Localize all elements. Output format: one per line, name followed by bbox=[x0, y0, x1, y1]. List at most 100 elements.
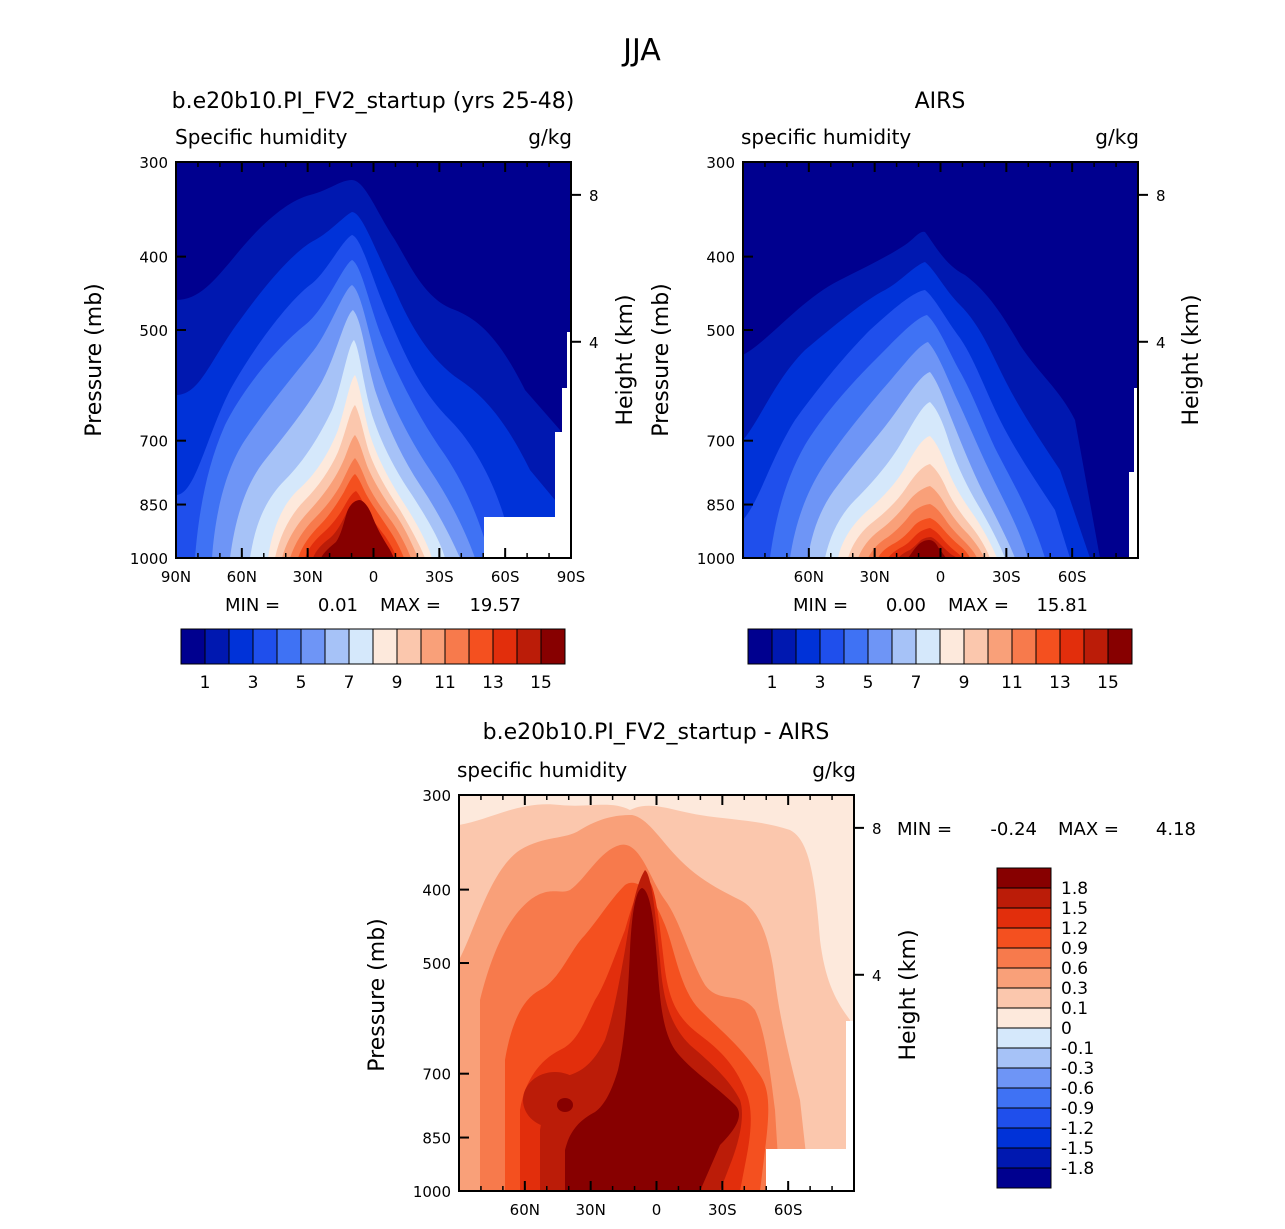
colorbar-label: 9 bbox=[392, 673, 403, 693]
colorbar-label: 15 bbox=[1097, 673, 1119, 693]
panel-diff-axes: 60N 30N 0 30S 60S 300 400 500 700 850 1000 8 4 bbox=[413, 787, 882, 1219]
panel-airs-title: AIRS bbox=[915, 89, 966, 114]
colorbar-label: -0.6 bbox=[1061, 1079, 1094, 1099]
colorbar-box bbox=[795, 628, 821, 665]
y-tick-label: 300 bbox=[422, 787, 451, 805]
panel-diff-ylabel: Pressure (mb) bbox=[365, 918, 390, 1072]
colorbar-box bbox=[996, 1107, 1052, 1129]
colorbar-label: -1.5 bbox=[1061, 1139, 1094, 1159]
colorbar-box bbox=[1107, 628, 1133, 665]
figure-title: JJA bbox=[621, 33, 661, 68]
colorbar-box bbox=[996, 967, 1052, 989]
colorbar-label: 0.3 bbox=[1061, 979, 1088, 999]
panel-airs-ylabel: Pressure (mb) bbox=[649, 283, 674, 437]
colorbar-box bbox=[300, 628, 326, 665]
panel-airs-max-value: 15.81 bbox=[1036, 595, 1088, 616]
colorbar-box bbox=[1059, 628, 1085, 665]
panel-diff-blob-left bbox=[523, 1072, 587, 1128]
colorbar-box bbox=[1035, 628, 1061, 665]
colorbar-box bbox=[996, 1007, 1052, 1029]
colorbar-label: 0.6 bbox=[1061, 959, 1088, 979]
panel-diff-subtitle-left: specific humidity bbox=[457, 758, 627, 782]
colorbar-label: 11 bbox=[434, 673, 456, 693]
x-tick-label: 0 bbox=[652, 1201, 662, 1219]
colorbar-box bbox=[1011, 628, 1037, 665]
panel-airs: AIRS specific humidity g/kg 60N 30N 0 30S 60… bbox=[649, 89, 1204, 693]
colorbar-label: 7 bbox=[344, 673, 355, 693]
x-tick-label: 0 bbox=[936, 568, 946, 586]
y-tick-label: 500 bbox=[706, 322, 735, 340]
colorbar-box bbox=[996, 887, 1052, 909]
panel-model-ylabel: Pressure (mb) bbox=[82, 283, 107, 437]
y-tick-label: 500 bbox=[139, 322, 168, 340]
colorbar-box bbox=[996, 1147, 1052, 1169]
panel-model-axes: 90N 60N 30N 0 30S 60S 90S 300 400 500 700 850 1000 8 4 bbox=[130, 154, 599, 586]
colorbar-label: 13 bbox=[1049, 673, 1071, 693]
colorbar-box bbox=[996, 1127, 1052, 1149]
colorbar-box bbox=[939, 628, 965, 665]
y-right-tick-label: 8 bbox=[1156, 187, 1166, 205]
colorbar-box bbox=[372, 628, 398, 665]
panel-diff-plot bbox=[458, 794, 855, 1192]
colorbar-box bbox=[747, 628, 773, 665]
colorbar-box bbox=[987, 628, 1013, 665]
colorbar-box bbox=[540, 628, 566, 665]
colorbar-box bbox=[492, 628, 518, 665]
colorbar-label: 1 bbox=[200, 673, 211, 693]
y-tick-label: 300 bbox=[706, 154, 735, 172]
y-tick-label: 400 bbox=[139, 249, 168, 267]
colorbar-label: -1.2 bbox=[1061, 1119, 1094, 1139]
colorbar-box bbox=[996, 1067, 1052, 1089]
panel-airs-min-value: 0.00 bbox=[886, 595, 926, 616]
colorbar-label: 7 bbox=[911, 673, 922, 693]
y-tick-label: 400 bbox=[706, 249, 735, 267]
panel-diff-missing-2 bbox=[846, 1021, 854, 1149]
panel-airs-axes: 60N 30N 0 30S 60S 300 400 500 700 850 1000 8 4 bbox=[697, 154, 1166, 586]
colorbar-box bbox=[867, 628, 893, 665]
y-right-tick-label: 4 bbox=[1156, 334, 1166, 352]
y-right-tick-label: 8 bbox=[872, 820, 882, 838]
x-tick-label: 60S bbox=[1058, 568, 1087, 586]
x-tick-label: 30S bbox=[992, 568, 1021, 586]
panel-diff-max-value: 4.18 bbox=[1156, 819, 1196, 840]
colorbar-box bbox=[915, 628, 941, 665]
panel-model-min-label: MIN = bbox=[225, 595, 280, 616]
panel-model-colorbar: 1 3 5 7 9 11 13 15 bbox=[180, 628, 566, 693]
y-tick-label: 850 bbox=[706, 497, 735, 515]
panel-model-subtitle-left: Specific humidity bbox=[175, 125, 348, 149]
colorbar-label: 3 bbox=[248, 673, 259, 693]
colorbar-box bbox=[996, 867, 1052, 889]
colorbar-label: 3 bbox=[815, 673, 826, 693]
y-tick-label: 1000 bbox=[130, 550, 168, 568]
colorbar-box bbox=[996, 1087, 1052, 1109]
colorbar-label: 1.2 bbox=[1061, 919, 1088, 939]
panel-model-band-15 bbox=[321, 500, 394, 558]
panel-diff-missing-1 bbox=[766, 1149, 854, 1191]
panel-airs-min-label: MIN = bbox=[793, 595, 848, 616]
panel-airs-missing-2 bbox=[1134, 388, 1138, 472]
panel-model-missing-2 bbox=[555, 432, 571, 558]
panel-diff-title: b.e20b10.PI_FV2_startup - AIRS bbox=[483, 720, 830, 745]
colorbar-label: 0.1 bbox=[1061, 999, 1088, 1019]
colorbar-box bbox=[891, 628, 917, 665]
panel-model-ylabel-right: Height (km) bbox=[613, 294, 638, 425]
panel-airs-plot bbox=[742, 161, 1139, 559]
colorbar-label: -1.8 bbox=[1061, 1159, 1094, 1179]
x-tick-label: 90N bbox=[161, 568, 191, 586]
panel-airs-ylabel-right: Height (km) bbox=[1179, 294, 1204, 425]
colorbar-box bbox=[444, 628, 470, 665]
colorbar-box bbox=[204, 628, 230, 665]
colorbar-label: 1 bbox=[767, 673, 778, 693]
panel-airs-colorbar: 1 3 5 7 9 11 13 15 bbox=[747, 628, 1133, 693]
colorbar-box bbox=[1083, 628, 1109, 665]
panel-model-missing-3 bbox=[562, 388, 571, 432]
panel-airs-max-label: MAX = bbox=[948, 595, 1009, 616]
y-tick-label: 500 bbox=[422, 955, 451, 973]
colorbar-box bbox=[396, 628, 422, 665]
x-tick-label: 30N bbox=[576, 1201, 606, 1219]
panel-diff: b.e20b10.PI_FV2_startup - AIRS specific … bbox=[365, 720, 1196, 1219]
panel-airs-missing-1 bbox=[1129, 472, 1138, 558]
x-tick-label: 30N bbox=[293, 568, 323, 586]
panel-airs-subtitle-right: g/kg bbox=[1095, 125, 1139, 149]
